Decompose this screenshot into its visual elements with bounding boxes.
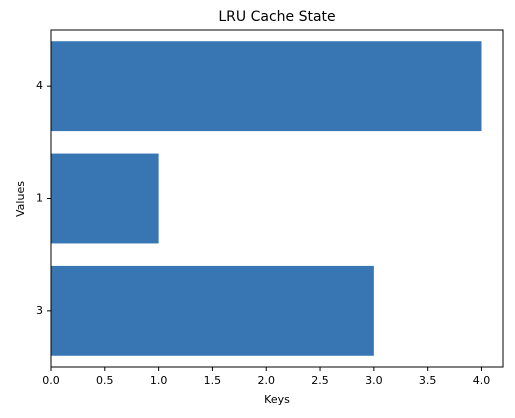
x-tick-label: 3.0	[365, 374, 383, 387]
x-axis-label: Keys	[264, 393, 290, 406]
y-tick-label: 3	[36, 304, 43, 317]
bar	[51, 265, 374, 356]
y-axis-label: Values	[14, 181, 27, 217]
bar	[51, 153, 159, 244]
x-tick-label: 1.0	[150, 374, 168, 387]
bar	[51, 41, 482, 132]
y-tick-label: 4	[36, 79, 43, 92]
x-tick-label: 4.0	[473, 374, 491, 387]
x-tick-label: 1.5	[204, 374, 222, 387]
chart-title: LRU Cache State	[218, 9, 335, 25]
y-tick-label: 1	[36, 192, 43, 205]
x-tick-label: 0.0	[42, 374, 60, 387]
x-tick-label: 3.5	[419, 374, 437, 387]
plot-frame	[50, 29, 504, 368]
x-tick-label: 2.5	[311, 374, 329, 387]
x-tick-label: 2.0	[257, 374, 275, 387]
x-tick-label: 0.5	[96, 374, 114, 387]
